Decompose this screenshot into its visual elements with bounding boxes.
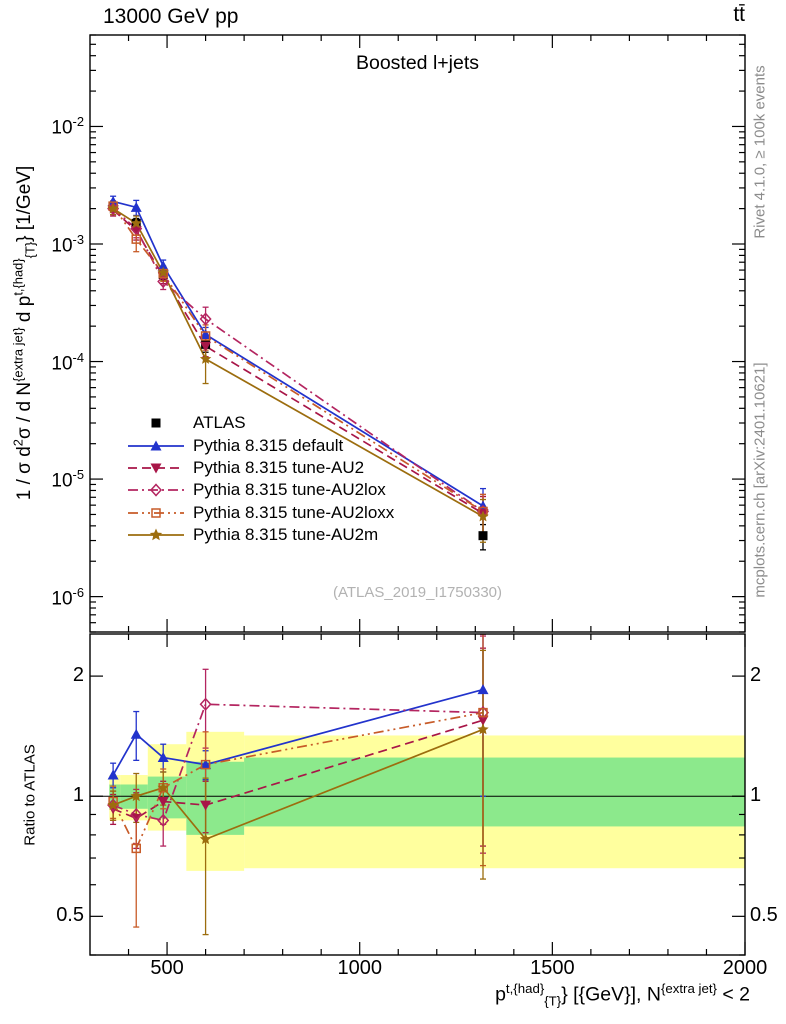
- y-tick-label: 10-6: [51, 584, 84, 609]
- ratio-y-tick-label-right: 2: [750, 664, 762, 687]
- ratio-y-tick-label-right: 0.5: [750, 904, 778, 927]
- legend: ATLAS Pythia 8.315 default Pythia 8.315 tu…: [127, 412, 394, 546]
- legend-item-label: Pythia 8.315 default: [193, 435, 344, 455]
- plot-title: Boosted l+jets: [355, 52, 480, 74]
- ratio-y-tick-label: 0.5: [56, 904, 84, 927]
- legend-item: ATLAS: [127, 412, 394, 434]
- legend-marker-triangle-down-icon: [128, 463, 184, 474]
- legend-item: Pythia 8.315 tune-AU2loxx: [127, 502, 394, 524]
- mcplots-attribution-note: mcplots.cern.ch [arXiv:2401.10621]: [751, 362, 769, 598]
- y-tick-label: 10-3: [51, 232, 84, 257]
- legend-item: Pythia 8.315 tune-AU2lox: [127, 479, 394, 501]
- x-tick-label: 1000: [337, 957, 382, 979]
- x-tick-label: 1500: [530, 957, 575, 979]
- x-axis-label: pt,{had}{T}} [{GeV}], N{extra jet} < 2: [495, 981, 750, 1009]
- legend-item-label: Pythia 8.315 tune-AU2: [193, 457, 365, 477]
- y-tick-label: 10-4: [51, 349, 84, 374]
- legend-item-label: ATLAS: [193, 413, 246, 433]
- rivet-version-note: Rivet 4.1.0, ≥ 100k events: [751, 65, 769, 239]
- x-tick-label: 2000: [722, 957, 768, 979]
- y-tick-label: 10-5: [51, 467, 84, 492]
- legend-item: Pythia 8.315 tune-AU2: [127, 457, 394, 479]
- legend-item-label: Pythia 8.315 tune-AU2lox: [193, 480, 386, 500]
- legend-item-label: Pythia 8.315 tune-AU2loxx: [193, 502, 395, 522]
- process-label: tt̄: [733, 3, 745, 26]
- y-tick-label: 10-2: [51, 114, 84, 139]
- x-tick-label: 500: [150, 957, 184, 979]
- legend-marker-triangle-up-icon: [128, 440, 184, 451]
- ratio-y-tick-label: 2: [72, 664, 84, 687]
- legend-marker-diamond-open-icon: [128, 483, 184, 497]
- ratio-y-tick-label-right: 1: [750, 784, 762, 807]
- ratio-y-tick-label: 1: [72, 784, 84, 807]
- legend-item-label: Pythia 8.315 tune-AU2m: [193, 525, 379, 545]
- analysis-id-watermark: (ATLAS_2019_I1750330): [332, 584, 502, 601]
- legend-marker-star-icon: [128, 528, 184, 541]
- legend-marker-square-filled-icon: [151, 418, 161, 428]
- legend-item: Pythia 8.315 default: [127, 434, 394, 456]
- main-y-axis-label: 1 / σ d2σ / d N{extra jet} d pt,{had}{T}…: [10, 165, 38, 501]
- beam-energy-label: 13000 GeV pp: [103, 5, 239, 28]
- legend-item: Pythia 8.315 tune-AU2m: [127, 524, 394, 546]
- legend-marker-square-open-icon: [128, 508, 184, 518]
